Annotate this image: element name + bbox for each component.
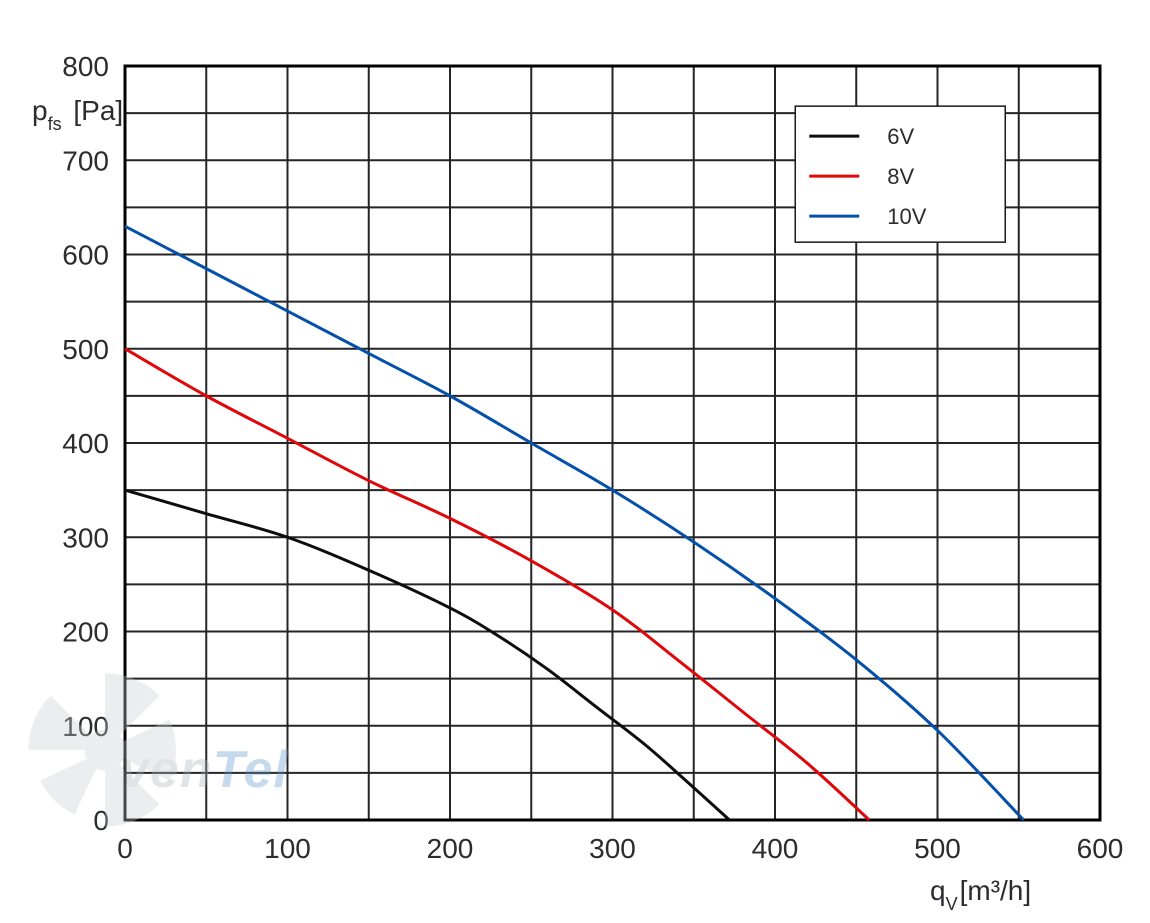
ytick-label: 200 bbox=[62, 617, 109, 648]
ytick-label: 300 bbox=[62, 522, 109, 553]
legend-label: 6V bbox=[887, 124, 914, 149]
series-line bbox=[125, 226, 1024, 820]
watermark-text-accent: Tel bbox=[213, 741, 289, 799]
xtick-label: 100 bbox=[264, 833, 311, 864]
ytick-label: 700 bbox=[62, 145, 109, 176]
xtick-label: 400 bbox=[752, 833, 799, 864]
ytick-label: 800 bbox=[62, 51, 109, 82]
xtick-label: 0 bbox=[117, 833, 133, 864]
xtick-label: 500 bbox=[914, 833, 961, 864]
pressure-flow-chart: venTel 010020030040050060001002003004005… bbox=[10, 20, 1140, 910]
ytick-label: 400 bbox=[62, 428, 109, 459]
ytick-label: 600 bbox=[62, 240, 109, 271]
ytick-label: 500 bbox=[62, 334, 109, 365]
legend-label: 10V bbox=[887, 204, 926, 229]
watermark-text: venTel bbox=[120, 740, 289, 800]
xtick-label: 300 bbox=[589, 833, 636, 864]
x-axis-label: qV[m³/h] bbox=[930, 875, 1031, 910]
watermark-text-main: ven bbox=[120, 741, 213, 799]
legend-label: 8V bbox=[887, 164, 914, 189]
xtick-label: 600 bbox=[1077, 833, 1124, 864]
y-axis-label: pfs [Pa] bbox=[32, 95, 123, 134]
xtick-label: 200 bbox=[427, 833, 474, 864]
